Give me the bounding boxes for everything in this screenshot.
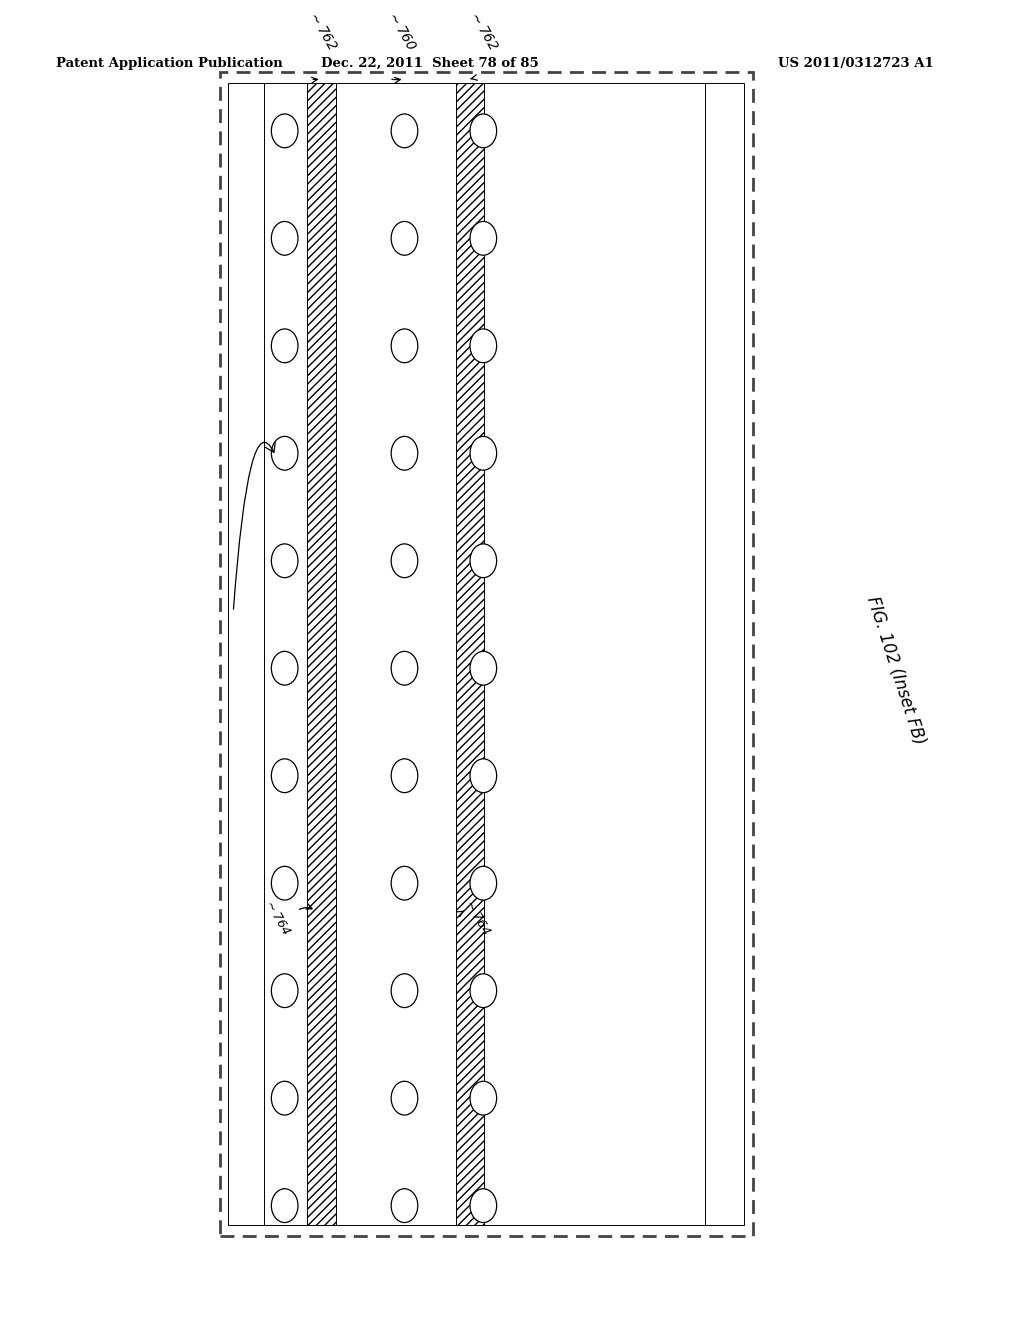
Text: FIG. 102 (Inset FB): FIG. 102 (Inset FB): [863, 594, 929, 747]
Circle shape: [470, 544, 497, 578]
Circle shape: [470, 974, 497, 1007]
Circle shape: [470, 759, 497, 792]
Circle shape: [271, 437, 298, 470]
Circle shape: [271, 114, 298, 148]
Circle shape: [271, 866, 298, 900]
Circle shape: [391, 437, 418, 470]
Circle shape: [271, 222, 298, 255]
Circle shape: [271, 974, 298, 1007]
FancyArrowPatch shape: [233, 442, 275, 610]
Circle shape: [271, 1081, 298, 1115]
Circle shape: [470, 1189, 497, 1222]
Circle shape: [470, 651, 497, 685]
Bar: [228, 83, 744, 1225]
Circle shape: [391, 974, 418, 1007]
Circle shape: [470, 437, 497, 470]
Circle shape: [271, 544, 298, 578]
Circle shape: [391, 866, 418, 900]
Text: US 2011/0312723 A1: US 2011/0312723 A1: [778, 57, 934, 70]
Circle shape: [470, 222, 497, 255]
Bar: [220, 73, 753, 1236]
Circle shape: [391, 544, 418, 578]
Circle shape: [271, 759, 298, 792]
Text: $\sim$762: $\sim$762: [305, 7, 340, 53]
Bar: [456, 83, 484, 1225]
Circle shape: [391, 759, 418, 792]
Text: $\sim$762: $\sim$762: [466, 7, 501, 53]
Circle shape: [470, 114, 497, 148]
Circle shape: [470, 866, 497, 900]
Bar: [307, 83, 336, 1225]
Circle shape: [391, 651, 418, 685]
Text: Dec. 22, 2011  Sheet 78 of 85: Dec. 22, 2011 Sheet 78 of 85: [322, 57, 539, 70]
Circle shape: [391, 1189, 418, 1222]
Text: $\sim$764: $\sim$764: [461, 896, 493, 937]
Circle shape: [470, 329, 497, 363]
Circle shape: [271, 329, 298, 363]
Circle shape: [391, 329, 418, 363]
Circle shape: [271, 1189, 298, 1222]
Circle shape: [271, 651, 298, 685]
Circle shape: [391, 1081, 418, 1115]
Text: $\sim$764: $\sim$764: [261, 896, 293, 937]
Text: $\sim$760: $\sim$760: [384, 7, 419, 53]
Text: Patent Application Publication: Patent Application Publication: [56, 57, 283, 70]
Circle shape: [470, 1081, 497, 1115]
Circle shape: [391, 114, 418, 148]
Circle shape: [391, 222, 418, 255]
